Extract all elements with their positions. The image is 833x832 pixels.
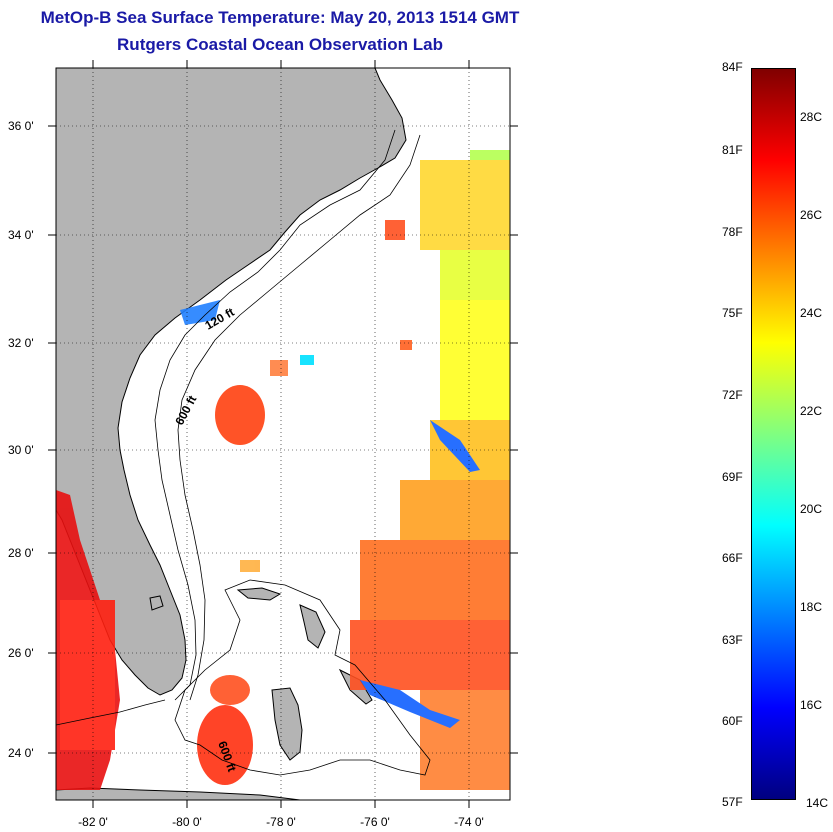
lon-tick-78: -78 0' <box>266 815 296 829</box>
cb-c-28: 28C <box>800 110 823 124</box>
lat-tick-26: 26 0' <box>8 646 34 660</box>
lon-tick-76: -76 0' <box>360 815 390 829</box>
cb-c-20: 20C <box>800 502 823 516</box>
cb-c-14: 14C <box>806 796 829 810</box>
lat-tick-36: 36 0' <box>8 119 34 133</box>
cb-f-78: 78F <box>722 225 743 239</box>
cb-f-63: 63F <box>722 633 743 647</box>
cb-f-81: 81F <box>722 143 743 157</box>
cb-c-22: 22C <box>800 404 823 418</box>
lat-tick-28: 28 0' <box>8 546 34 560</box>
lat-tick-32: 32 0' <box>8 336 34 350</box>
cb-c-18: 18C <box>800 600 823 614</box>
frame-ticks <box>48 60 518 808</box>
land-abaco <box>299 604 326 649</box>
cb-c-16: 16C <box>800 698 823 712</box>
contour-shelf-fl <box>56 699 166 726</box>
land-grand-bahama <box>236 587 282 601</box>
contour-bahamas <box>174 579 431 776</box>
cb-f-72: 72F <box>722 388 743 402</box>
lat-tick-30: 30 0' <box>8 443 34 457</box>
cb-f-69: 69F <box>722 470 743 484</box>
lat-tick-34: 34 0' <box>8 228 34 242</box>
cb-c-26: 26C <box>800 208 823 222</box>
cb-f-60: 60F <box>722 714 743 728</box>
lat-tick-24: 24 0' <box>8 746 34 760</box>
sst-data-layer <box>56 150 510 790</box>
lon-tick-82: -82 0' <box>78 815 108 829</box>
land-andros <box>271 687 303 761</box>
map-subtitle: Rutgers Coastal Ocean Observation Lab <box>117 35 443 54</box>
contour-600ft <box>177 134 421 701</box>
contour-120ft <box>154 129 396 701</box>
cb-f-75: 75F <box>722 306 743 320</box>
lon-tick-80: -80 0' <box>172 815 202 829</box>
cb-f-57: 57F <box>722 795 743 809</box>
lon-tick-74: -74 0' <box>454 815 484 829</box>
map-title: MetOp-B Sea Surface Temperature: May 20,… <box>40 8 520 27</box>
land-small-keys <box>149 595 164 611</box>
cb-f-66: 66F <box>722 551 743 565</box>
cb-c-24: 24C <box>800 306 823 320</box>
cb-f-84: 84F <box>722 60 743 74</box>
map-frame <box>55 67 511 801</box>
temperature-colorbar <box>751 68 796 800</box>
